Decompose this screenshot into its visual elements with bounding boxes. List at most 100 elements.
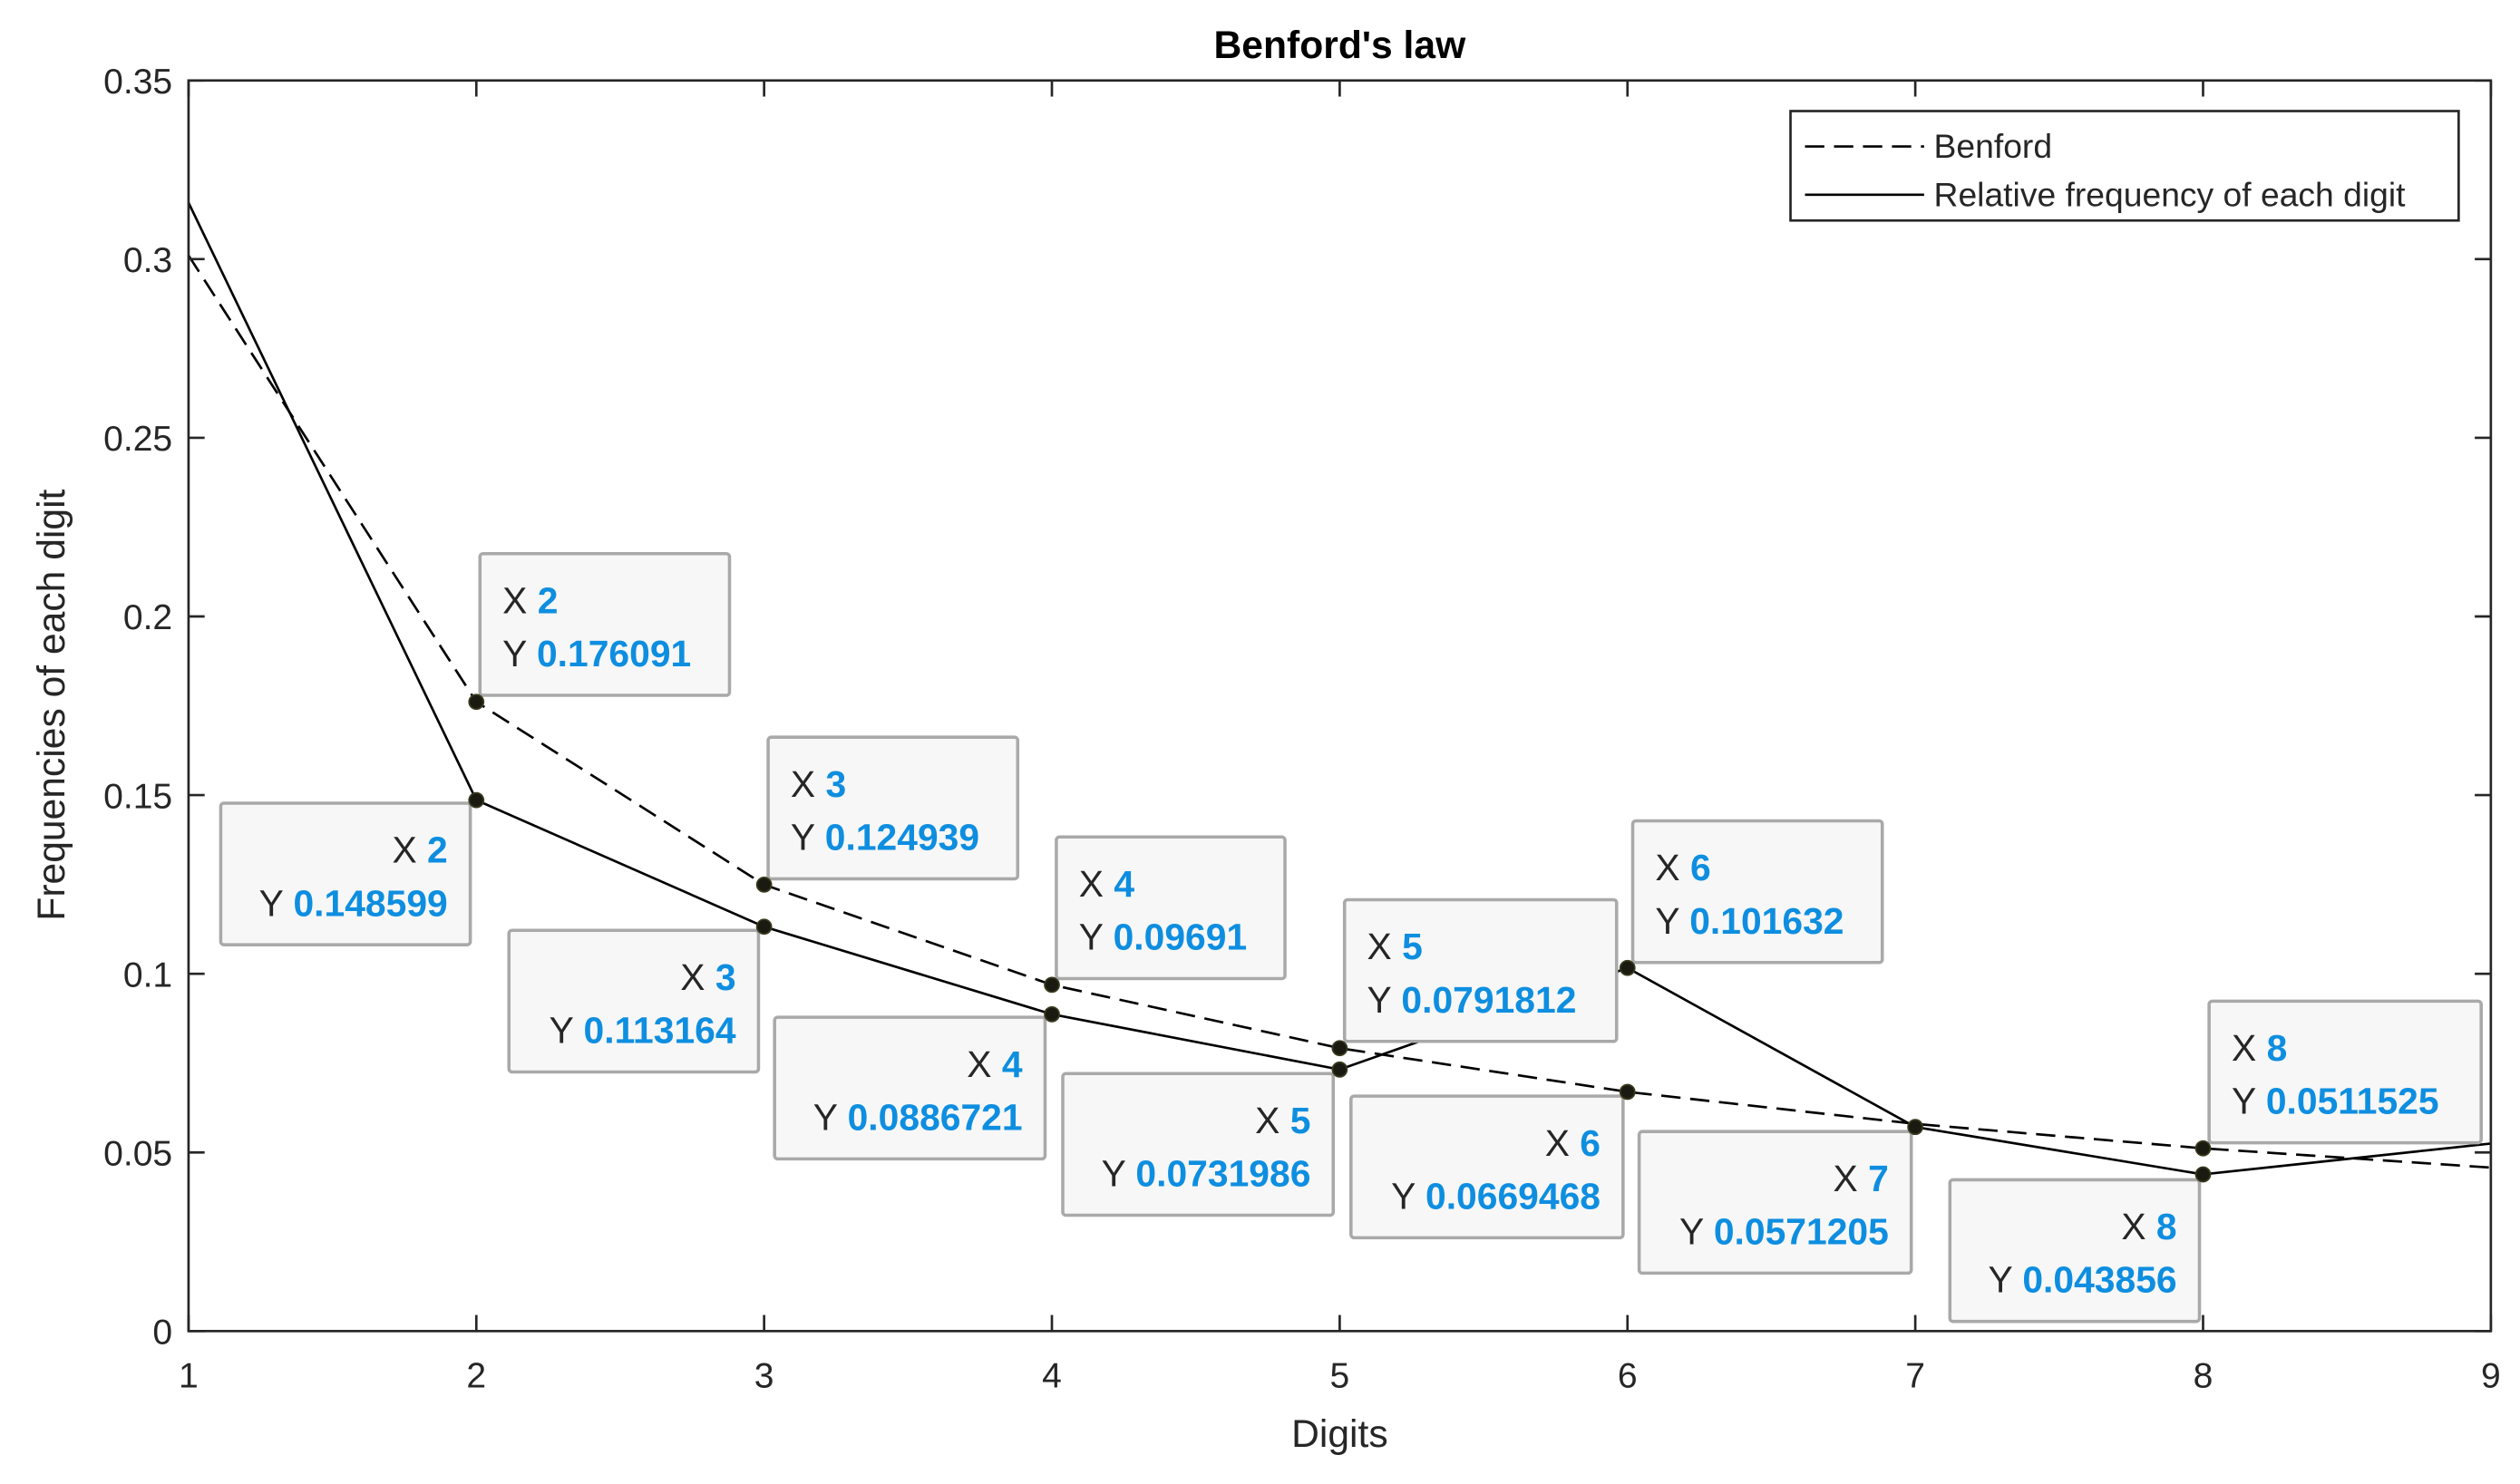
datatip[interactable]: X 5 Y 0.0791812 [1331,897,1619,1057]
datatip-y-row: Y 0.101632 [1655,900,1844,942]
datatip-marker[interactable] [755,876,773,893]
datatip-y-label: Y [1391,1175,1425,1217]
x-axis-label: Digits [1291,1412,1388,1456]
datatip-marker[interactable] [2194,1140,2212,1157]
datatip-y-row: Y 0.0669468 [1391,1175,1601,1217]
datatip-x-row: X 5 [1367,926,1423,967]
x-tick-label: 3 [754,1356,774,1395]
datatip-x-row: X 3 [680,956,735,998]
datatip[interactable]: X 2 Y 0.176091 [468,551,732,711]
datatip-x-value: 2 [538,579,559,621]
datatip-y-row: Y 0.176091 [502,633,691,674]
datatip[interactable]: X 5 Y 0.0731986 [1061,1061,1348,1217]
datatip-x-row: X 8 [2232,1027,2287,1069]
datatip-x-row: X 6 [1655,847,1710,888]
datatip-marker[interactable] [1619,959,1636,976]
x-tick-label: 4 [1042,1356,1062,1395]
series-line-benford[interactable] [187,255,2491,1169]
datatip-marker[interactable] [1044,1005,1060,1023]
datatip-y-label: Y [813,1096,848,1138]
datatip-x-value: 7 [1868,1158,1889,1199]
datatip-box [773,1015,1047,1161]
datatip-y-value: 0.176091 [537,633,691,674]
datatip-box [219,801,472,946]
y-tick-label: 0.3 [123,241,172,280]
datatip-x-label: X [791,763,826,805]
datatip-marker[interactable] [1619,1083,1636,1101]
datatip-box [1061,1072,1336,1217]
datatip-y-label: Y [1367,979,1402,1021]
datatip-x-label: X [1545,1122,1581,1164]
datatip-marker[interactable] [1044,976,1060,994]
datatip-x-label: X [2121,1206,2156,1247]
datatip-marker[interactable] [755,918,773,936]
x-tick-label: 2 [466,1356,486,1395]
x-tick-label: 5 [1330,1356,1350,1395]
datatip-y-label: Y [1679,1210,1714,1252]
datatip-marker[interactable] [1331,1061,1348,1078]
datatip-y-row: Y 0.0511525 [2232,1081,2439,1122]
y-tick-label: 0.1 [123,955,172,994]
datatip-x-label: X [680,956,715,998]
datatip-y-label: Y [791,816,825,858]
datatip[interactable]: X 6 Y 0.0669468 [1349,1083,1636,1240]
legend[interactable]: Benford Relative frequency of each digit [1789,110,2460,222]
datatip-x-label: X [1655,847,1690,888]
x-tick-label: 9 [2481,1356,2501,1395]
datatip[interactable]: X 8 Y 0.0511525 [2194,999,2483,1157]
datatip-marker[interactable] [468,694,485,711]
datatip[interactable]: X 3 Y 0.113164 [507,918,773,1074]
datatip-box [1948,1178,2202,1324]
y-tick-label: 0.15 [103,777,172,816]
datatip-x-value: 6 [1580,1122,1601,1164]
datatip[interactable]: X 2 Y 0.148599 [219,791,485,946]
datatip-x-value: 4 [1002,1043,1023,1085]
datatip[interactable]: X 4 Y 0.0886721 [773,1005,1060,1161]
datatip[interactable]: X 6 Y 0.101632 [1619,819,1884,976]
datatip-x-row: X 4 [967,1043,1023,1085]
datatip-y-row: Y 0.0731986 [1102,1153,1311,1195]
datatip-x-value: 2 [427,829,448,871]
datatip-marker[interactable] [468,791,485,809]
x-tick-label: 7 [1905,1356,1925,1395]
datatip-y-row: Y 0.113164 [550,1010,736,1052]
datatip-x-label: X [1255,1100,1290,1141]
datatip-y-value: 0.0511525 [2266,1081,2439,1122]
datatip-y-label: Y [1079,917,1114,958]
datatip[interactable]: X 3Y 0.124939 [755,735,1020,893]
datatip-y-value: 0.09691 [1114,917,1248,958]
axis-ticks: 1 2 3 4 5 6 7 8 9 0 0.05 0.1 0.15 0.2 0.25 0.3 0.35 [103,63,2501,1395]
datatip-y-label: Y [1655,900,1689,942]
datatip[interactable]: X 4Y 0.09691 [1044,835,1287,994]
legend-label-relative-frequency: Relative frequency of each digit [1934,175,2407,213]
datatip-box [1630,819,1884,965]
y-axis-label: Frequencies of each digit [30,489,73,920]
datatip-y-value: 0.113164 [584,1010,736,1052]
datatip-x-label: X [392,829,427,871]
datatip-box [766,735,1020,881]
legend-label-benford: Benford [1934,127,2053,165]
datatip-box [1342,897,1619,1043]
axes-frame [187,79,2493,1333]
datatip-x-value: 4 [1114,863,1134,905]
datatip-x-row: X 7 [1834,1158,1889,1199]
datatip-marker[interactable] [2194,1166,2212,1183]
datatip-y-row: Y 0.148599 [259,882,448,924]
datatip[interactable]: X 7 Y 0.0571205 [1637,1119,1924,1275]
datatip-y-value: 0.043856 [2022,1259,2176,1301]
datatip-x-label: X [502,579,538,621]
x-tick-label: 1 [179,1356,199,1395]
datatip-box [1055,835,1287,981]
datatip-y-row: Y 0.124939 [791,816,979,858]
datatip-y-row: Y 0.0791812 [1367,979,1577,1021]
datatip-x-value: 5 [1402,926,1423,967]
datatip-marker[interactable] [1907,1119,1924,1136]
datatip[interactable]: X 8 Y 0.043856 [1948,1166,2212,1324]
datatip-x-row: X 8 [2121,1206,2176,1247]
datatip-x-row: X 5 [1255,1100,1310,1141]
datatip-marker[interactable] [1331,1040,1348,1057]
datatip-box [1349,1094,1625,1240]
datatip-y-value: 0.101632 [1689,900,1844,942]
x-tick-label: 6 [1618,1356,1638,1395]
